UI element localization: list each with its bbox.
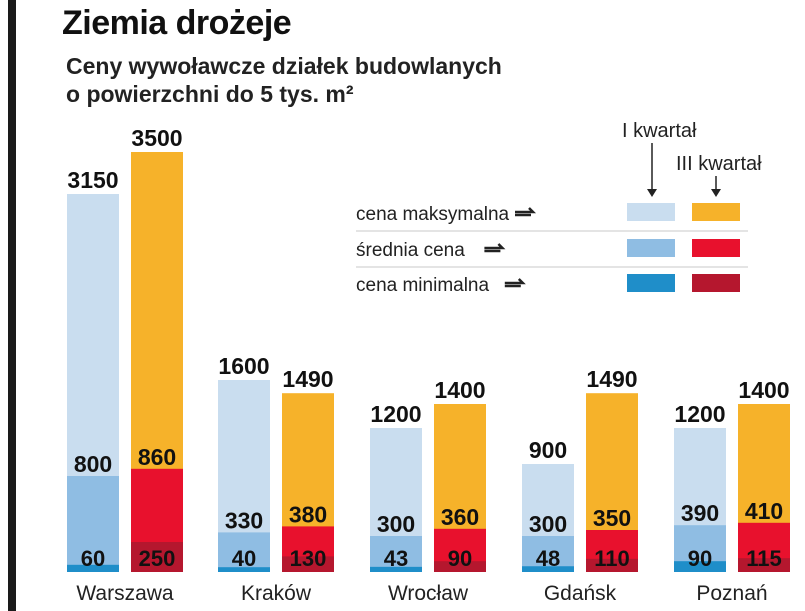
data-label-avg: 300	[529, 511, 567, 537]
pointer-icon	[515, 207, 537, 217]
data-label-min: 40	[232, 546, 256, 571]
legend-arrow-head	[711, 189, 721, 197]
legend-row-label: cena minimalna	[356, 275, 489, 296]
category-label: Gdańsk	[544, 582, 617, 605]
data-label-avg: 390	[681, 500, 719, 526]
data-label-max: 3150	[67, 167, 118, 193]
data-label-avg: 800	[74, 451, 112, 477]
legend-col2: III kwartał	[676, 153, 762, 175]
data-label-max: 1600	[218, 353, 269, 379]
data-label-min: 115	[746, 546, 782, 571]
legend-row-label: średnia cena	[356, 240, 465, 261]
legend-swatch	[692, 203, 740, 221]
category-label: Warszawa	[76, 582, 174, 605]
legend-swatch	[692, 274, 740, 292]
category-label: Wrocław	[388, 582, 469, 605]
legend-swatch	[627, 274, 675, 292]
data-label-min: 250	[139, 546, 176, 571]
bar-iii-kwartał-min-3	[586, 558, 638, 572]
data-label-min: 60	[81, 546, 105, 571]
data-label-max: 1490	[282, 366, 333, 392]
legend-swatch	[627, 239, 675, 257]
data-label-max: 1490	[586, 366, 637, 392]
bar-i-kwartał-avg-2	[370, 536, 422, 572]
bar-i-kwartał-min-2	[370, 566, 422, 572]
bar-iii-kwartał-min-0	[131, 542, 183, 572]
bar-i-kwartał-min-1	[218, 567, 270, 572]
data-label-max: 1200	[370, 401, 421, 427]
data-label-min: 130	[290, 546, 327, 571]
legend-swatch	[627, 203, 675, 221]
bar-iii-kwartał-min-4	[738, 558, 790, 572]
chart-title: Ziemia drożeje	[62, 4, 292, 42]
category-label: Kraków	[241, 582, 312, 605]
legend-row-label: cena maksymalna	[356, 204, 510, 225]
bar-i-kwartał-min-0	[67, 564, 119, 572]
legend-col1: I kwartał	[622, 120, 697, 142]
bar-iii-kwartał-min-2	[434, 561, 486, 572]
bar-i-kwartał-min-4	[674, 561, 726, 572]
data-label-avg: 360	[441, 504, 479, 530]
data-label-avg: 410	[745, 498, 783, 524]
data-label-min: 110	[594, 546, 630, 571]
data-label-min: 90	[688, 546, 712, 571]
pointer-icon	[504, 278, 526, 288]
data-label-avg: 300	[377, 511, 415, 537]
data-label-avg: 330	[225, 507, 263, 533]
data-label-avg: 380	[289, 501, 327, 527]
bar-iii-kwartał-min-1	[282, 556, 334, 572]
pointer-icon	[484, 243, 506, 253]
data-label-max: 900	[529, 437, 567, 463]
data-label-avg: 860	[138, 444, 176, 470]
chart-subtitle: Ceny wywoławcze działek budowlanych o po…	[66, 53, 502, 107]
data-label-max: 3500	[131, 125, 182, 151]
bar-i-kwartał-avg-3	[522, 536, 574, 572]
data-label-max: 1400	[738, 377, 789, 403]
data-label-min: 43	[384, 546, 408, 571]
bar-i-kwartał-min-3	[522, 566, 574, 572]
legend-swatch	[692, 239, 740, 257]
category-label: Poznań	[696, 582, 767, 605]
data-label-max: 1200	[674, 401, 725, 427]
side-rule	[8, 0, 16, 611]
data-label-max: 1400	[434, 377, 485, 403]
bar-i-kwartał-avg-0	[67, 476, 119, 572]
bar-i-kwartał-avg-1	[218, 532, 270, 572]
legend-arrow-head	[647, 189, 657, 197]
data-label-min: 90	[448, 546, 472, 571]
data-label-avg: 350	[593, 505, 631, 531]
data-label-min: 48	[536, 546, 560, 571]
